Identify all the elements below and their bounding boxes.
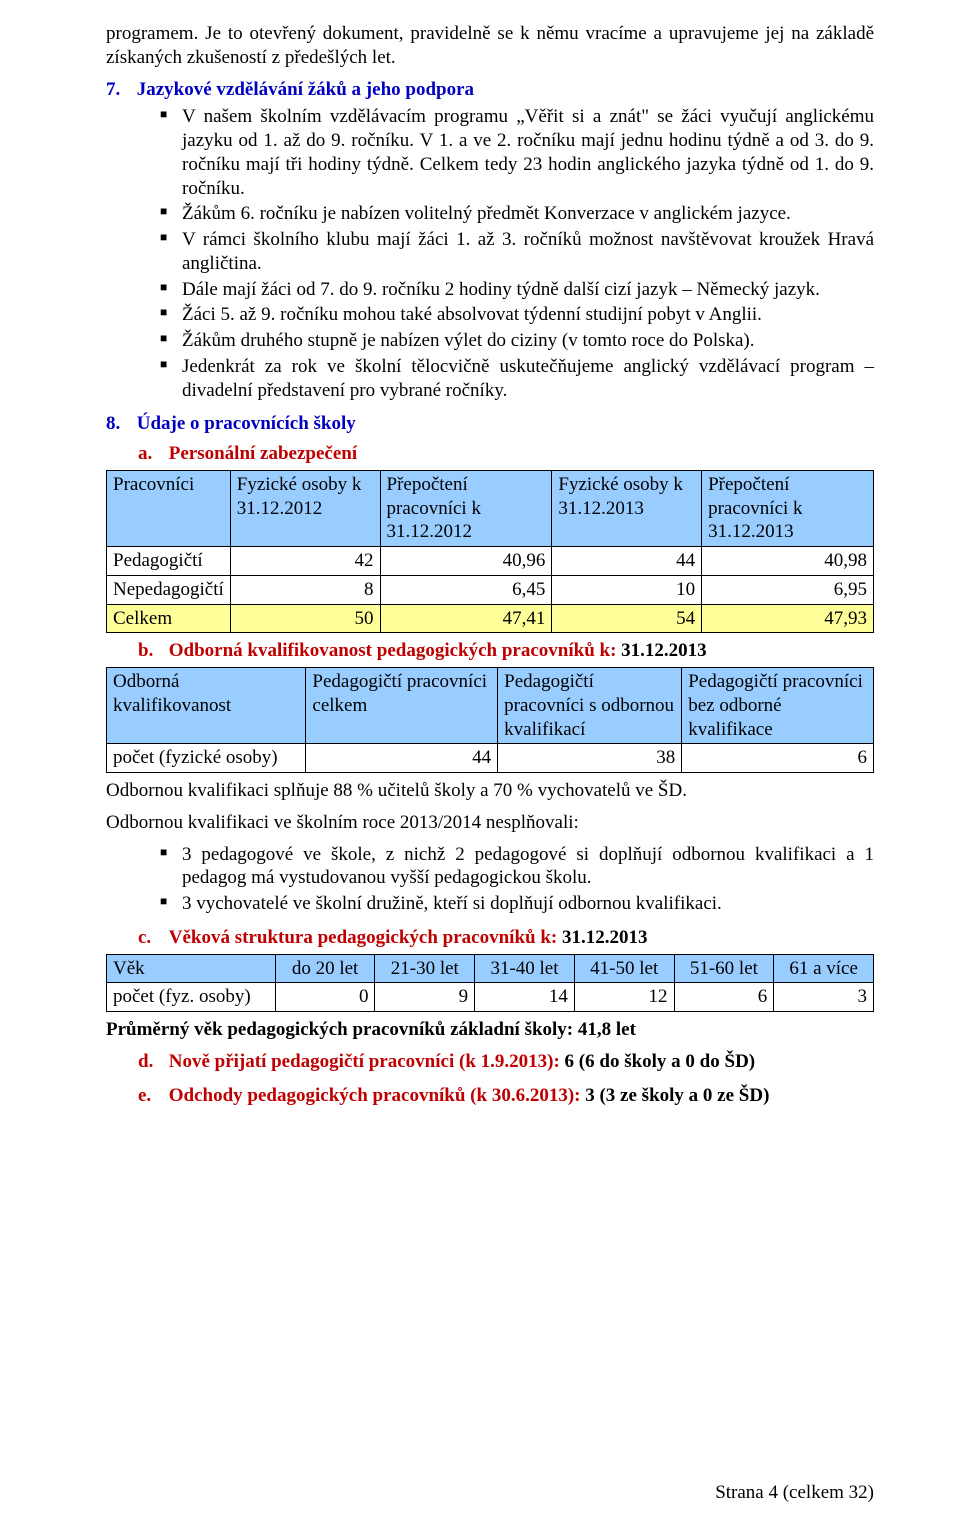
section-8e-label: e. bbox=[138, 1084, 164, 1108]
section-8a-title: Personální zabezpečení bbox=[169, 443, 357, 464]
table-row-header: Věk do 20 let 21-30 let 31-40 let 41-50 … bbox=[107, 954, 874, 983]
table-row: Pedagogičtí 42 40,96 44 40,98 bbox=[107, 547, 874, 576]
table-cell: 6,45 bbox=[380, 575, 552, 604]
section-7-bullet: Dále mají žáci od 7. do 9. ročníku 2 hod… bbox=[160, 278, 874, 302]
table-cell: 40,98 bbox=[702, 547, 874, 576]
table-header-cell: Fyzické osoby k 31.12.2012 bbox=[230, 470, 380, 546]
section-7-bullet: V rámci školního klubu mají žáci 1. až 3… bbox=[160, 228, 874, 276]
table-cell: Pedagogičtí bbox=[107, 547, 231, 576]
section-8e-title: Odchody pedagogických pracovníků (k 30.6… bbox=[169, 1085, 585, 1106]
table-cell: 47,41 bbox=[380, 604, 552, 633]
table-cell: Nepedagogičtí bbox=[107, 575, 231, 604]
table-header-cell: Pedagogičtí pracovníci s odbornou kvalif… bbox=[498, 668, 682, 744]
section-8d-label: d. bbox=[138, 1050, 164, 1074]
section-8d-suffix: 6 (6 do školy a 0 do ŠD) bbox=[565, 1051, 756, 1072]
section-7-bullet: Jedenkrát za rok ve školní tělocvičně us… bbox=[160, 355, 874, 403]
table-cell: 3 bbox=[774, 983, 874, 1012]
table-cell: 10 bbox=[552, 575, 702, 604]
section-7-bullet: V našem školním vzdělávacím programu „Vě… bbox=[160, 105, 874, 200]
table-cell: 12 bbox=[574, 983, 674, 1012]
table-header-cell: Pracovníci bbox=[107, 470, 231, 546]
table-row-total: Celkem 50 47,41 54 47,93 bbox=[107, 604, 874, 633]
section-7-number: 7. bbox=[106, 78, 132, 102]
table-header-cell: Odborná kvalifikovanost bbox=[107, 668, 306, 744]
section-8-title: Údaje o pracovnících školy bbox=[137, 413, 356, 434]
table-header-cell: 41-50 let bbox=[574, 954, 674, 983]
table-cell: 9 bbox=[375, 983, 475, 1012]
table-cell: 44 bbox=[306, 744, 498, 773]
section-8c-label: c. bbox=[138, 926, 164, 950]
section-7-bullet: Žákům 6. ročníku je nabízen volitelný př… bbox=[160, 202, 874, 226]
table-row: Nepedagogičtí 8 6,45 10 6,95 bbox=[107, 575, 874, 604]
table-cell: 40,96 bbox=[380, 547, 552, 576]
section-7-bullets: V našem školním vzdělávacím programu „Vě… bbox=[106, 105, 874, 402]
table-row: počet (fyzické osoby) 44 38 6 bbox=[107, 744, 874, 773]
section-8b-title: Odborná kvalifikovanost pedagogických pr… bbox=[169, 640, 621, 661]
section-8d-title: Nově přijatí pedagogičtí pracovníci (k 1… bbox=[169, 1051, 565, 1072]
table-row-header: Odborná kvalifikovanost Pedagogičtí prac… bbox=[107, 668, 874, 744]
table-header-cell: Pedagogičtí pracovníci celkem bbox=[306, 668, 498, 744]
section-8b-para2: Odbornou kvalifikaci ve školním roce 201… bbox=[106, 811, 874, 835]
section-8b: b. Odborná kvalifikovanost pedagogických… bbox=[138, 639, 874, 663]
section-8b-bullet: 3 pedagogové ve škole, z nichž 2 pedagog… bbox=[160, 843, 874, 891]
intro-paragraph: programem. Je to otevřený dokument, prav… bbox=[106, 22, 874, 70]
section-7-title: Jazykové vzdělávání žáků a jeho podpora bbox=[137, 79, 474, 100]
page-footer: Strana 4 (celkem 32) bbox=[715, 1481, 874, 1505]
table-cell: 42 bbox=[230, 547, 380, 576]
table-header-cell: 21-30 let bbox=[375, 954, 475, 983]
table-header-cell: Pedagogičtí pracovníci bez odborné kvali… bbox=[682, 668, 874, 744]
section-8: 8. Údaje o pracovnících školy bbox=[106, 412, 874, 436]
table-cell: 54 bbox=[552, 604, 702, 633]
section-8e-suffix: 3 (3 ze školy a 0 ze ŠD) bbox=[585, 1085, 769, 1106]
section-8c-suffix: 31.12.2013 bbox=[562, 927, 648, 948]
section-8b-label: b. bbox=[138, 639, 164, 663]
section-7: 7. Jazykové vzdělávání žáků a jeho podpo… bbox=[106, 78, 874, 102]
table-cell: Celkem bbox=[107, 604, 231, 633]
table-cell: 44 bbox=[552, 547, 702, 576]
section-7-bullet: Žáci 5. až 9. ročníku mohou také absolvo… bbox=[160, 303, 874, 327]
table-cell: 38 bbox=[498, 744, 682, 773]
table-cell: 8 bbox=[230, 575, 380, 604]
page: programem. Je to otevřený dokument, prav… bbox=[0, 0, 960, 1523]
table-cell: 14 bbox=[475, 983, 575, 1012]
section-8d: d. Nově přijatí pedagogičtí pracovníci (… bbox=[138, 1050, 874, 1074]
table-header-cell: Přepočtení pracovníci k 31.12.2012 bbox=[380, 470, 552, 546]
section-8c-para: Průměrný věk pedagogických pracovníků zá… bbox=[106, 1018, 874, 1042]
section-8c: c. Věková struktura pedagogických pracov… bbox=[138, 926, 874, 950]
section-8e: e. Odchody pedagogických pracovníků (k 3… bbox=[138, 1084, 874, 1108]
table-header-cell: Věk bbox=[107, 954, 276, 983]
table-header-cell: 31-40 let bbox=[475, 954, 575, 983]
table-header-cell: Přepočtení pracovníci k 31.12.2013 bbox=[702, 470, 874, 546]
table-cell: počet (fyz. osoby) bbox=[107, 983, 276, 1012]
table-cell: počet (fyzické osoby) bbox=[107, 744, 306, 773]
table-cell: 50 bbox=[230, 604, 380, 633]
table-cell: 6 bbox=[682, 744, 874, 773]
section-7-bullet: Žákům druhého stupně je nabízen výlet do… bbox=[160, 329, 874, 353]
section-8-number: 8. bbox=[106, 412, 132, 436]
section-8a: a. Personální zabezpečení bbox=[138, 442, 874, 466]
section-8b-suffix: 31.12.2013 bbox=[621, 640, 707, 661]
section-8a-label: a. bbox=[138, 442, 164, 466]
table-cell: 47,93 bbox=[702, 604, 874, 633]
table-header-cell: 61 a více bbox=[774, 954, 874, 983]
table-qualification: Odborná kvalifikovanost Pedagogičtí prac… bbox=[106, 667, 874, 773]
table-row: počet (fyz. osoby) 0 9 14 12 6 3 bbox=[107, 983, 874, 1012]
table-header-cell: Fyzické osoby k 31.12.2013 bbox=[552, 470, 702, 546]
section-8b-bullet: 3 vychovatelé ve školní družině, kteří s… bbox=[160, 892, 874, 916]
section-8b-bullets: 3 pedagogové ve škole, z nichž 2 pedagog… bbox=[106, 843, 874, 916]
table-cell: 6 bbox=[674, 983, 774, 1012]
section-8c-title: Věková struktura pedagogických pracovník… bbox=[169, 927, 562, 948]
table-cell: 0 bbox=[275, 983, 375, 1012]
table-age: Věk do 20 let 21-30 let 31-40 let 41-50 … bbox=[106, 954, 874, 1013]
table-personal: Pracovníci Fyzické osoby k 31.12.2012 Př… bbox=[106, 470, 874, 634]
section-8b-para1: Odbornou kvalifikaci splňuje 88 % učitel… bbox=[106, 779, 874, 803]
table-header-cell: 51-60 let bbox=[674, 954, 774, 983]
table-cell: 6,95 bbox=[702, 575, 874, 604]
table-row-header: Pracovníci Fyzické osoby k 31.12.2012 Př… bbox=[107, 470, 874, 546]
table-header-cell: do 20 let bbox=[275, 954, 375, 983]
